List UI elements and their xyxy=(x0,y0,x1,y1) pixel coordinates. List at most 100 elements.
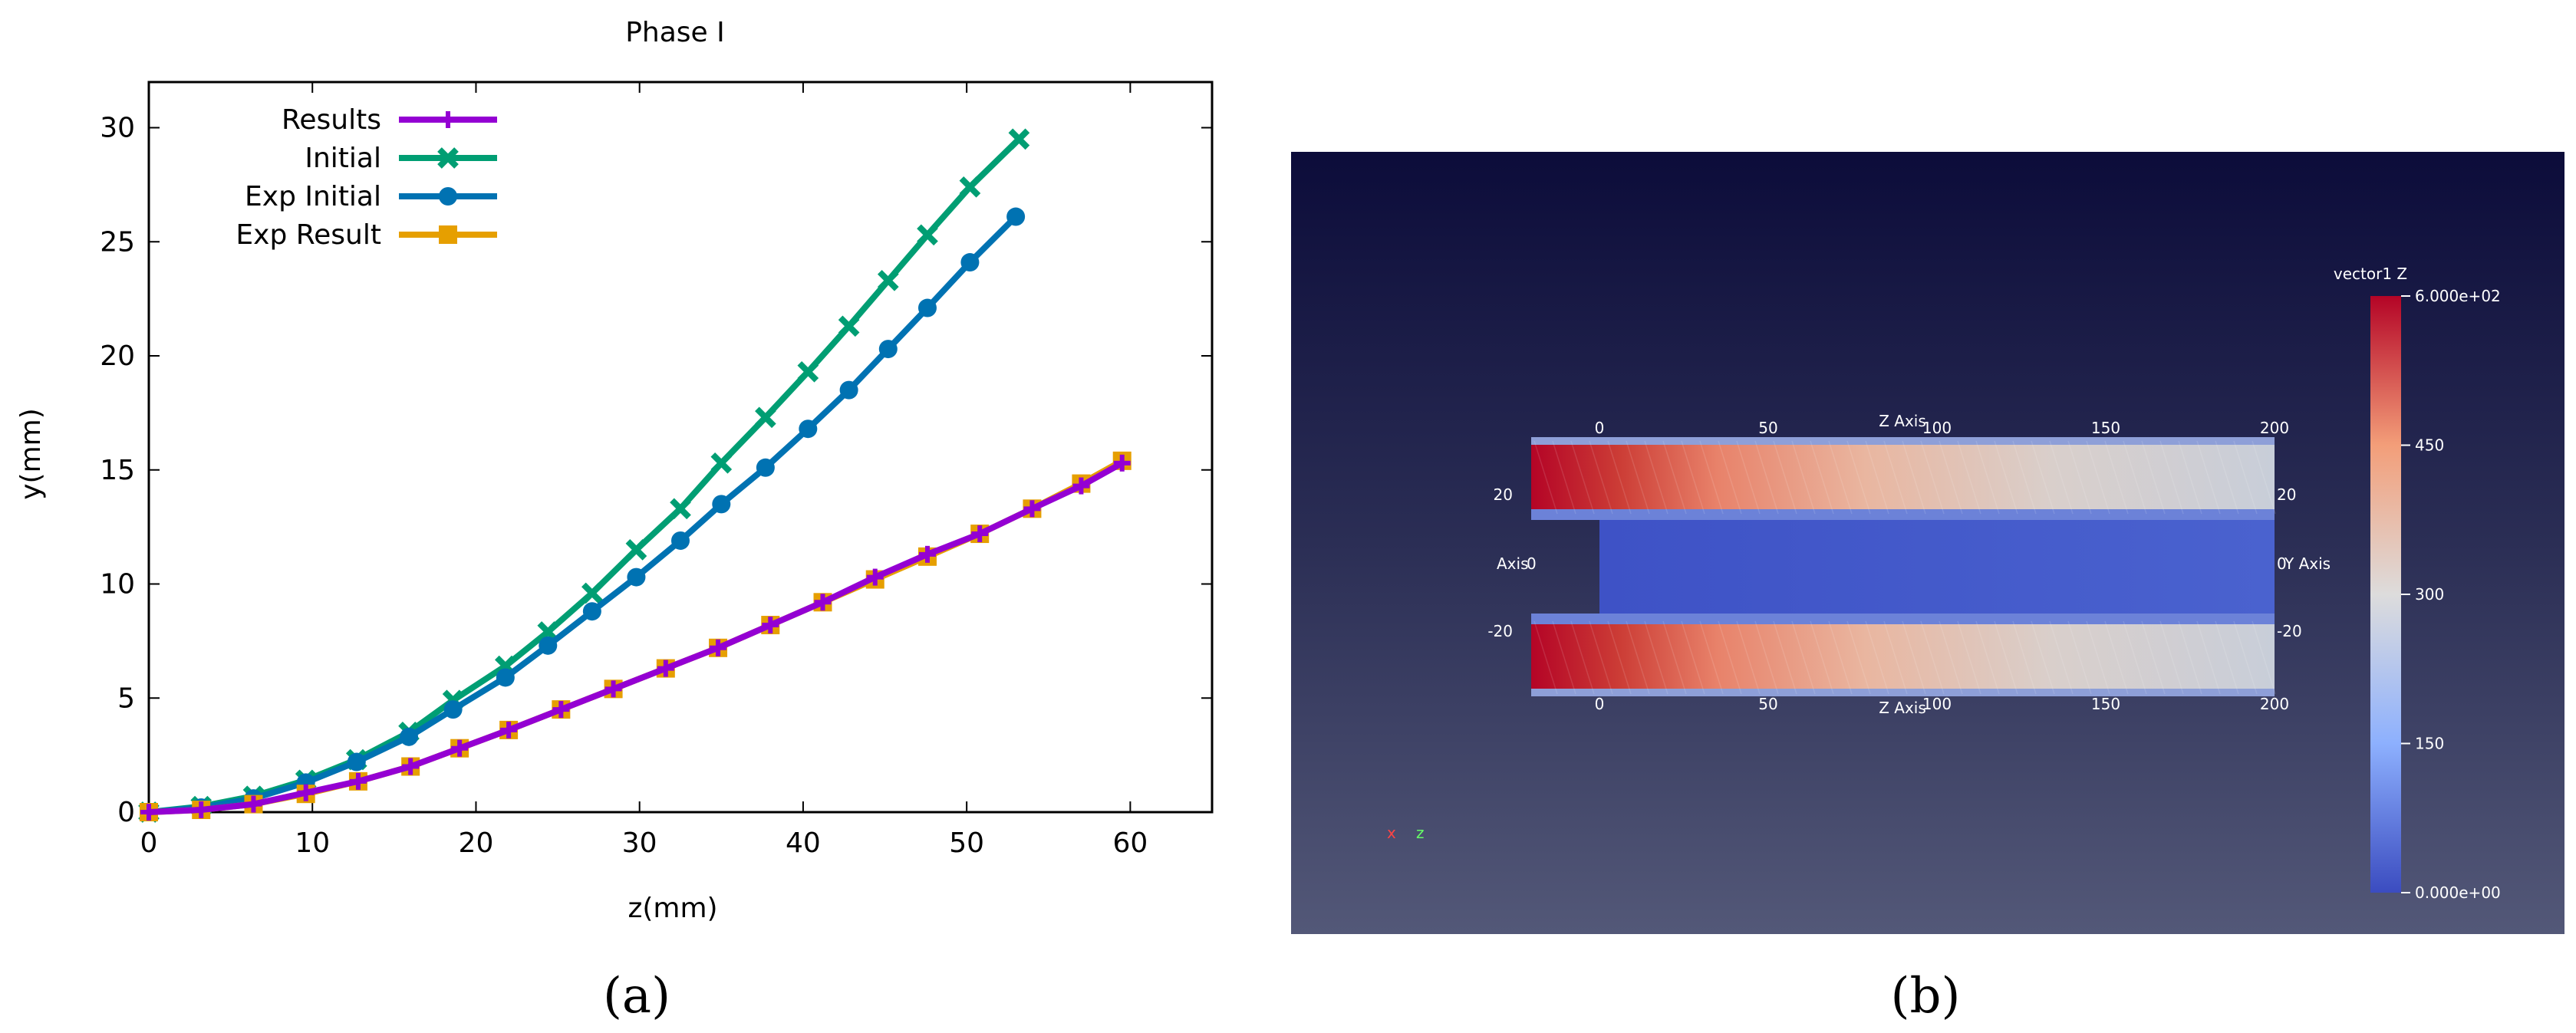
chart-a: Phase I 0 10 20 30 40 50 60 0 5 10 15 20 25 30 z(mm)… xyxy=(15,17,1214,1025)
mesh-line xyxy=(1773,620,1797,695)
mesh-line xyxy=(2104,440,2129,515)
mesh-line xyxy=(1662,440,1687,515)
z-tick-bottom: 150 xyxy=(2091,695,2120,713)
data-point xyxy=(799,419,818,439)
caption-a: (a) xyxy=(603,968,670,1025)
mesh-line xyxy=(1552,620,1576,695)
x-tick-label: 50 xyxy=(949,827,984,859)
mesh-line xyxy=(1994,440,2018,515)
top-edge xyxy=(1531,437,2275,445)
data-point xyxy=(604,680,622,698)
mesh-line xyxy=(1846,440,1871,515)
mesh-line xyxy=(1681,440,1705,515)
series-exp-result xyxy=(140,451,1132,821)
data-point xyxy=(140,804,157,821)
mesh-line xyxy=(2196,620,2221,695)
y-axis-label: y(mm) xyxy=(15,408,47,500)
mesh-line xyxy=(1570,440,1595,515)
mesh-line xyxy=(2067,620,2092,695)
data-point xyxy=(539,636,558,655)
mesh-line xyxy=(2252,440,2276,515)
y-tick-label: 10 xyxy=(100,569,135,600)
mesh-line xyxy=(1883,440,1908,515)
data-point xyxy=(878,340,898,359)
mesh-line xyxy=(1644,440,1668,515)
mesh-line xyxy=(2123,440,2147,515)
caption-b: (b) xyxy=(1891,968,1961,1025)
left-axis-title: Axis xyxy=(1497,554,1529,573)
mesh-line xyxy=(1607,620,1632,695)
mesh-line xyxy=(2215,620,2239,695)
data-point xyxy=(877,269,899,291)
mesh-line xyxy=(1699,440,1724,515)
mesh-line xyxy=(2178,620,2202,695)
plot-frame xyxy=(147,81,1214,814)
z-tick-top: 100 xyxy=(1922,419,1952,437)
y-tick-label: 25 xyxy=(100,226,135,258)
z-axis-title-bottom: Z Axis xyxy=(1879,699,1926,717)
mesh-line xyxy=(1589,620,1613,695)
data-point xyxy=(193,801,210,819)
data-point xyxy=(797,360,819,383)
colorbar-ticks: 6.000e+02 450 300 150 0.000e+00 xyxy=(2401,287,2501,902)
data-point xyxy=(451,739,469,757)
mesh-line xyxy=(2123,620,2147,695)
chart-b: 0 50 100 150 200 0 50 100 150 200 Z Axis Z Axis … xyxy=(1291,152,2564,1025)
mesh-line xyxy=(1736,620,1761,695)
y-tick-label: 5 xyxy=(117,683,135,714)
mesh-line xyxy=(1791,620,1816,695)
mesh-line xyxy=(2086,620,2110,695)
series-exp-initial xyxy=(140,207,1026,821)
data-point xyxy=(762,617,779,634)
series-layer xyxy=(138,128,1132,823)
mesh-line xyxy=(2141,440,2166,515)
x-tick-label: 60 xyxy=(1112,827,1148,859)
mesh-line xyxy=(1846,620,1871,695)
left-tick: 0 xyxy=(1527,554,1537,573)
y-axis: 0 5 10 15 20 25 30 xyxy=(100,113,1212,828)
mesh-line xyxy=(1736,440,1761,515)
data-point xyxy=(712,495,731,514)
series-line xyxy=(148,214,1018,815)
x-tick-label: 30 xyxy=(622,827,657,859)
data-point xyxy=(917,298,937,317)
mesh-line xyxy=(1975,620,2000,695)
mesh-line xyxy=(2049,620,2074,695)
z-tick-top: 0 xyxy=(1595,419,1605,437)
mesh-line xyxy=(1883,620,1908,695)
series-results xyxy=(140,454,1131,821)
mesh-line xyxy=(2104,620,2129,695)
left-tick: -20 xyxy=(1487,622,1513,640)
data-point xyxy=(1008,128,1030,150)
series-line xyxy=(148,460,1124,815)
legend-marker xyxy=(439,225,457,244)
data-point xyxy=(710,639,727,656)
z-tick-top: 50 xyxy=(1758,419,1777,437)
mesh-line xyxy=(2252,620,2276,695)
mesh-line xyxy=(2196,440,2221,515)
legend: Results Initial Exp Initial Exp Result xyxy=(236,104,497,251)
mesh-line xyxy=(1920,440,1945,515)
z-tick-bottom: 50 xyxy=(1758,695,1777,713)
colorbar-tick-label: 0.000e+00 xyxy=(2415,883,2501,902)
mesh-line xyxy=(1607,440,1632,515)
mesh-line xyxy=(1939,440,1963,515)
mesh-line xyxy=(1552,440,1576,515)
legend-label: Exp Initial xyxy=(245,181,381,212)
colorbar-tick-label: 150 xyxy=(2415,735,2444,753)
mesh-line xyxy=(1718,620,1742,695)
mesh-line xyxy=(2067,440,2092,515)
legend-label: Results xyxy=(282,104,381,136)
orientation-z-label: z xyxy=(1416,824,1425,842)
mesh-line xyxy=(2141,620,2166,695)
data-point xyxy=(671,531,690,550)
right-axis-title: Y Axis xyxy=(2284,554,2331,573)
data-point xyxy=(1113,454,1131,472)
mesh-line xyxy=(2159,620,2184,695)
mesh-line xyxy=(1773,440,1797,515)
data-point xyxy=(756,458,775,477)
legend-marker xyxy=(437,147,459,169)
mesh-line xyxy=(1975,440,2000,515)
data-point xyxy=(670,498,691,520)
mesh-line xyxy=(2233,620,2258,695)
